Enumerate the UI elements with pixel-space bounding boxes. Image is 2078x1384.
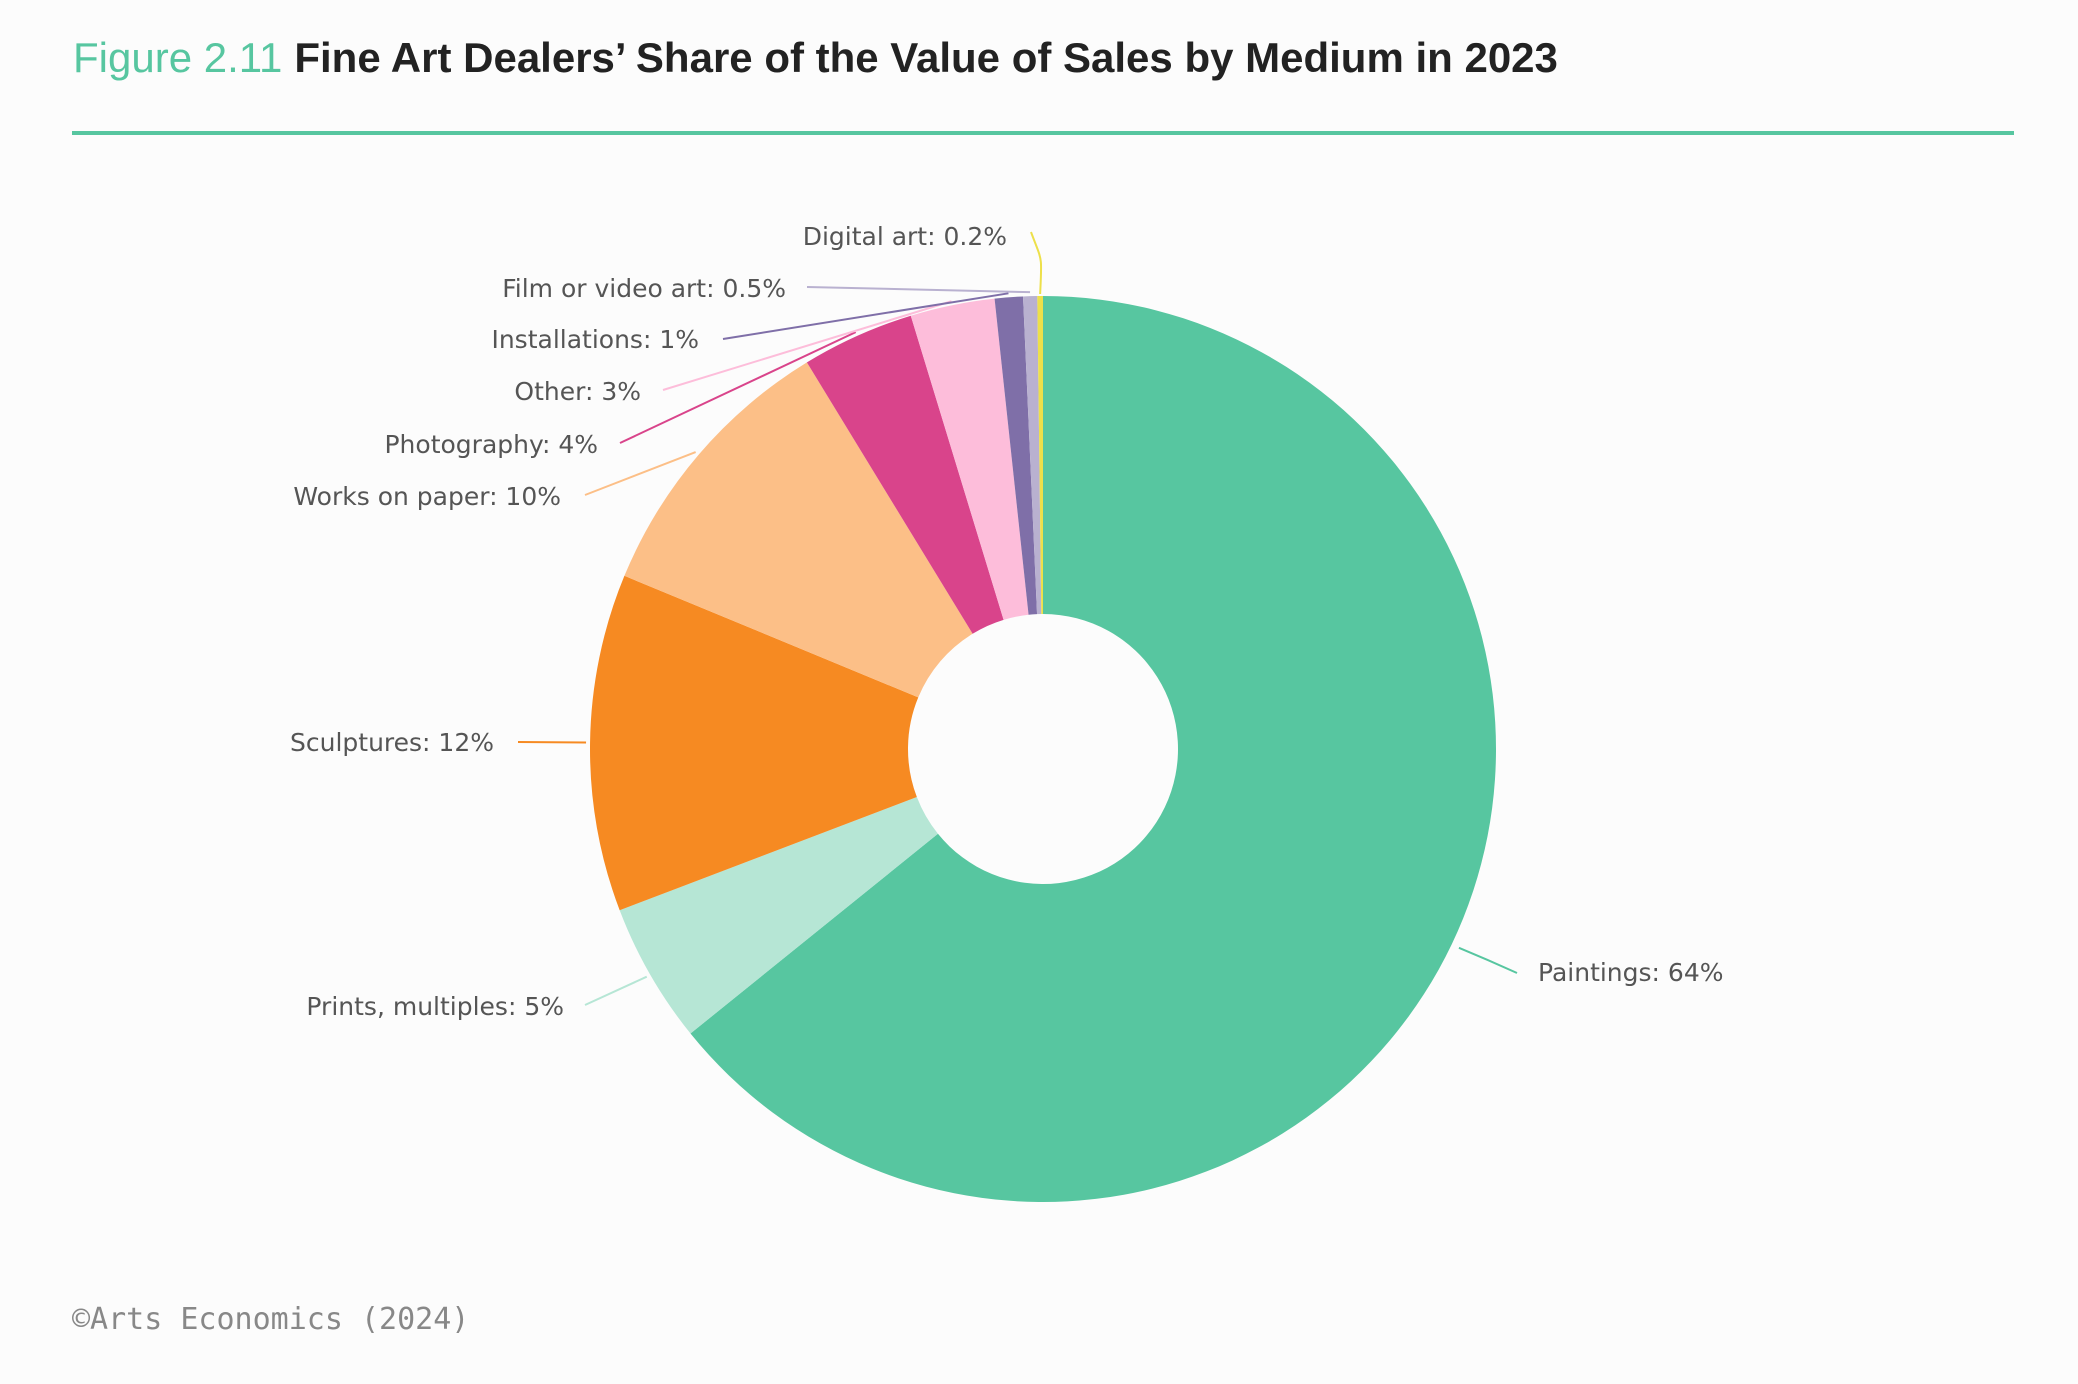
slice-prints-multiples xyxy=(619,797,938,1034)
leader-line-prints-multiples xyxy=(584,975,648,1006)
data-label-paintings: Paintings: 64% xyxy=(1538,958,1724,987)
leader-line-film-or-video-art xyxy=(806,286,1031,294)
slice-film-or-video-art xyxy=(1023,296,1042,615)
figure-header: Figure 2.11 Fine Art Dealers’ Share of th… xyxy=(73,34,1558,82)
leader-line-installations xyxy=(722,292,1009,340)
data-label-film-or-video-art: Film or video art: 0.5% xyxy=(502,274,786,303)
leader-line-works-on-paper xyxy=(584,451,697,496)
data-label-sculptures: Sculptures: 12% xyxy=(290,728,494,757)
source-credit: ©Arts Economics (2024) xyxy=(72,1302,470,1337)
slice-other xyxy=(910,298,1029,620)
slice-sculptures xyxy=(590,575,919,911)
leader-line-paintings xyxy=(1458,946,1518,974)
leader-line-photography xyxy=(619,331,857,444)
data-label-digital-art: Digital art: 0.2% xyxy=(803,222,1007,251)
leader-line-digital-art xyxy=(1030,231,1043,295)
slice-photography xyxy=(806,315,1004,634)
header-divider xyxy=(72,131,2014,135)
data-label-other: Other: 3% xyxy=(514,377,641,406)
data-label-works-on-paper: Works on paper: 10% xyxy=(293,482,561,511)
slice-works-on-paper xyxy=(624,362,973,698)
slice-digital-art xyxy=(1037,296,1043,615)
data-label-photography: Photography: 4% xyxy=(384,430,598,459)
figure-number: Figure 2.11 xyxy=(73,34,283,81)
leader-line-other xyxy=(662,300,952,391)
leader-line-sculptures xyxy=(517,741,587,744)
figure-title: Fine Art Dealers’ Share of the Value of … xyxy=(294,34,1558,81)
data-label-installations: Installations: 1% xyxy=(491,325,699,354)
data-label-prints-multiples: Prints, multiples: 5% xyxy=(306,992,564,1021)
slice-paintings xyxy=(690,296,1497,1202)
slice-installations xyxy=(994,296,1038,615)
